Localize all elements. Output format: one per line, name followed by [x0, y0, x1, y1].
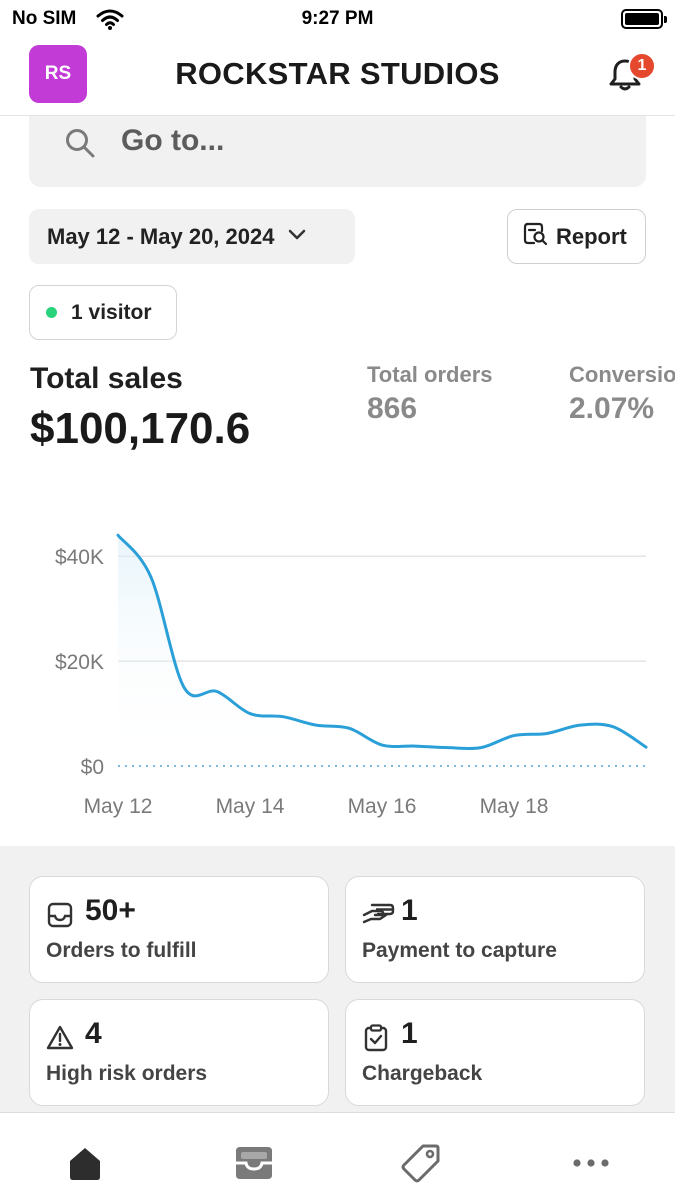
tag-icon [401, 1144, 440, 1183]
chart-y-tick-label: $40K [55, 546, 104, 569]
chart-area-fill [118, 535, 646, 766]
chart-x-tick-label: May 14 [216, 795, 285, 818]
chart-series-line [116, 533, 648, 751]
chevron-down-icon [288, 228, 306, 246]
clock: 9:27 PM [301, 8, 374, 29]
conversion-value: 2.07% [569, 392, 655, 425]
clipboard-check-icon [362, 1024, 390, 1057]
bottom-tab-bar [0, 1112, 675, 1200]
total-orders-label[interactable]: Total orders [367, 362, 493, 387]
search-bar[interactable]: Go to... [29, 116, 646, 187]
battery-icon [621, 9, 667, 29]
sales-chart: $40K $20K $0 May 12 May 14 May 16 May 18 [55, 533, 648, 818]
inbox-tray-icon [236, 1147, 272, 1179]
payment-to-capture-card[interactable]: 1 Payment to capture [345, 876, 645, 983]
visitors-label: 1 visitor [71, 300, 152, 324]
report-label: Report [556, 223, 627, 249]
total-orders-value: 866 [367, 392, 418, 425]
report-button[interactable]: Report [507, 209, 646, 264]
date-range-selector[interactable]: May 12 - May 20, 2024 [29, 209, 355, 264]
chart-x-tick-label: May 12 [84, 795, 153, 818]
conversion-label[interactable]: Conversion [569, 362, 675, 387]
store-name[interactable]: ROCKSTAR STUDIOS [175, 56, 500, 91]
card-count: 1 [401, 1017, 418, 1050]
tab-orders[interactable] [232, 1141, 276, 1185]
card-count: 50+ [85, 894, 136, 927]
to-do-cards-section: 50+ Orders to fulfill 1 Payment to captu… [0, 846, 675, 1112]
tab-home[interactable] [63, 1141, 107, 1185]
app-header: RS ROCKSTAR STUDIOS 1 [0, 40, 675, 116]
total-sales-value: $100,170.6 [30, 404, 251, 453]
tab-products[interactable] [399, 1141, 443, 1185]
notification-badge[interactable]: 1 [628, 52, 656, 80]
total-sales-label[interactable]: Total sales [30, 362, 183, 395]
payment-hand-icon [362, 901, 396, 934]
more-icon [573, 1159, 609, 1167]
live-visitors-pill[interactable]: 1 visitor [29, 285, 177, 340]
live-dot-icon [46, 307, 57, 318]
carrier-label: No SIM [12, 8, 77, 29]
card-count: 1 [401, 894, 418, 927]
chart-y-tick-label: $0 [81, 756, 104, 779]
chart-x-tick-label: May 18 [480, 795, 549, 818]
card-label: High risk orders [46, 1062, 208, 1085]
search-icon [63, 126, 97, 165]
status-bar: No SIM 9:27 PM [0, 0, 675, 40]
chargeback-card[interactable]: 1 Chargeback [345, 999, 645, 1106]
orders-to-fulfill-card[interactable]: 50+ Orders to fulfill [29, 876, 329, 983]
chart-y-tick-label: $20K [55, 651, 104, 674]
warning-icon [46, 1024, 74, 1057]
tab-more[interactable] [569, 1141, 613, 1185]
inbox-icon [46, 901, 74, 934]
high-risk-orders-card[interactable]: 4 High risk orders [29, 999, 329, 1106]
search-input[interactable]: Go to... [121, 124, 225, 157]
store-avatar[interactable]: RS [29, 45, 87, 103]
report-search-icon [522, 221, 548, 252]
card-label: Orders to fulfill [46, 939, 197, 962]
home-icon [70, 1148, 100, 1180]
chart-x-tick-label: May 16 [348, 795, 417, 818]
card-count: 4 [85, 1017, 102, 1050]
card-label: Chargeback [362, 1062, 483, 1085]
card-label: Payment to capture [362, 939, 557, 962]
wifi-icon [96, 8, 124, 35]
date-range-label: May 12 - May 20, 2024 [47, 223, 275, 249]
